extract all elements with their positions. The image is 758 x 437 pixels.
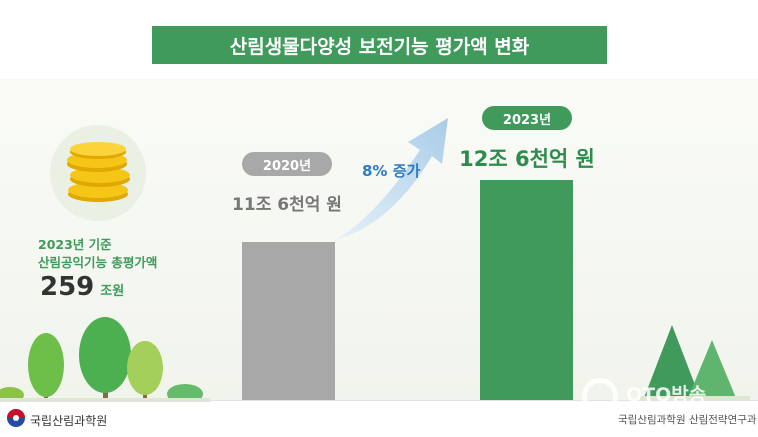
watermark-main: OTO방송 [626, 384, 707, 406]
increase-arrow-icon [335, 118, 448, 240]
institute-logo-text: 국립산림과학원 [30, 414, 108, 428]
bar-2023 [480, 180, 573, 400]
footer-divider [0, 400, 758, 401]
watermark-ring-icon [582, 378, 618, 414]
category-label-2020: 2020년 [242, 152, 332, 176]
category-label-2023: 2023년 [482, 106, 572, 130]
right-trees-illustration [640, 325, 750, 400]
side-total-value: 259 [40, 272, 95, 302]
bar-2020 [242, 242, 335, 400]
left-trees-illustration [0, 317, 210, 402]
side-caption-label: 산림공익기능 총평가액 [38, 255, 158, 270]
chart-title: 산림생물다양성 보전기능 평가액 변화 [152, 26, 607, 64]
government-emblem-icon [7, 409, 25, 427]
watermark-sub: 중앙미디어 인터넷방송 [640, 407, 726, 417]
side-total: 259 조원 [40, 272, 124, 302]
footer-credit: 국립산림과학원 산림전략연구과 [618, 414, 757, 426]
coins-icon [67, 142, 130, 202]
bar-value-2020: 11조 6천억 원 [232, 195, 342, 215]
bar-value-2023: 12조 6천억 원 [459, 147, 595, 171]
side-caption-year: 2023년 기준 [38, 237, 112, 252]
side-total-unit: 조원 [100, 284, 125, 299]
increase-label: 8% 증가 [362, 162, 421, 180]
